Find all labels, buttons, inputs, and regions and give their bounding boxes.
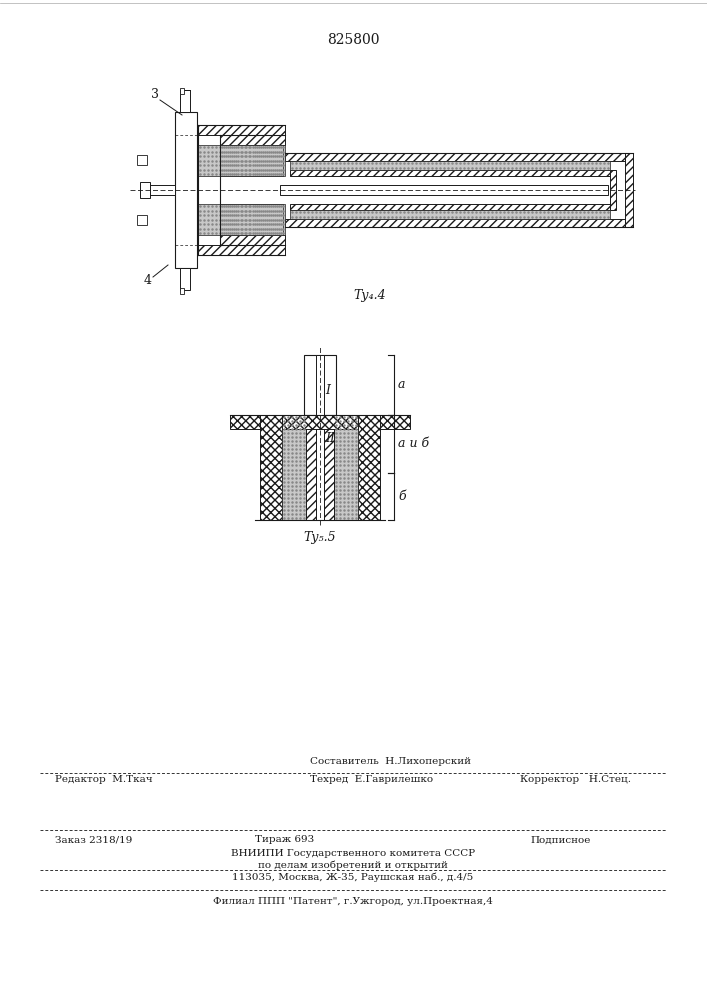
Bar [137, 215, 147, 225]
Text: 3: 3 [151, 89, 159, 102]
Bar [180, 288, 184, 294]
Bar [198, 145, 283, 176]
Text: Техред  Е.Гаврилешко: Техред Е.Гаврилешко [310, 774, 433, 784]
Text: Заказ 2318/19: Заказ 2318/19 [55, 836, 132, 844]
Bar [180, 88, 184, 94]
Bar [220, 145, 285, 176]
Bar [140, 182, 150, 198]
Text: ВНИИПИ Государственного комитета СССР: ВНИИПИ Государственного комитета СССР [231, 848, 475, 857]
Bar [260, 415, 282, 520]
Bar [610, 170, 616, 210]
Text: II: II [325, 432, 335, 446]
Text: по делам изобретений и открытий: по делам изобретений и открытий [258, 860, 448, 870]
Bar [282, 415, 306, 520]
Bar [220, 204, 285, 235]
Bar [316, 355, 324, 415]
Text: Корректор   Н.Стец.: Корректор Н.Стец. [520, 774, 631, 784]
Text: Тираж 693: Тираж 693 [255, 836, 315, 844]
Bar [220, 235, 285, 245]
Bar [198, 204, 283, 235]
Bar [304, 355, 336, 415]
Bar [180, 268, 190, 290]
Text: 825800: 825800 [327, 33, 379, 47]
Bar [324, 415, 334, 520]
Text: Составитель  Н.Лихоперский: Составитель Н.Лихоперский [310, 756, 471, 766]
Text: I: I [325, 383, 330, 396]
Text: Филиал ППП "Патент", г.Ужгород, ул.Проектная,4: Филиал ППП "Патент", г.Ужгород, ул.Проек… [213, 898, 493, 906]
Bar [290, 204, 610, 210]
Bar [358, 415, 380, 520]
Bar [198, 125, 285, 135]
Bar [285, 219, 625, 227]
Text: Подписное: Подписное [530, 836, 590, 844]
Bar [280, 185, 608, 195]
Text: a: a [398, 378, 406, 391]
Bar [306, 415, 316, 520]
Bar [290, 210, 610, 219]
Bar [230, 415, 260, 429]
Bar [380, 415, 410, 429]
Bar [285, 153, 625, 161]
Bar [175, 112, 197, 268]
Bar [220, 135, 285, 145]
Text: Τу₅.5: Τу₅.5 [304, 532, 337, 544]
Bar [147, 185, 175, 195]
Text: a и б: a и б [398, 437, 429, 450]
Text: 113035, Москва, Ж-35, Раушская наб., д.4/5: 113035, Москва, Ж-35, Раушская наб., д.4… [233, 872, 474, 882]
Bar [290, 161, 610, 170]
Bar [180, 90, 190, 112]
Bar [290, 170, 610, 176]
Bar [316, 415, 324, 520]
Text: б: б [398, 490, 406, 503]
Bar [625, 153, 633, 227]
Bar [198, 245, 285, 255]
Bar [334, 415, 358, 520]
Text: Τу₄.4: Τу₄.4 [354, 288, 386, 302]
Bar [137, 155, 147, 165]
Bar [282, 415, 358, 429]
Text: Редактор  М.Ткач: Редактор М.Ткач [55, 774, 153, 784]
Text: 4: 4 [144, 273, 152, 286]
